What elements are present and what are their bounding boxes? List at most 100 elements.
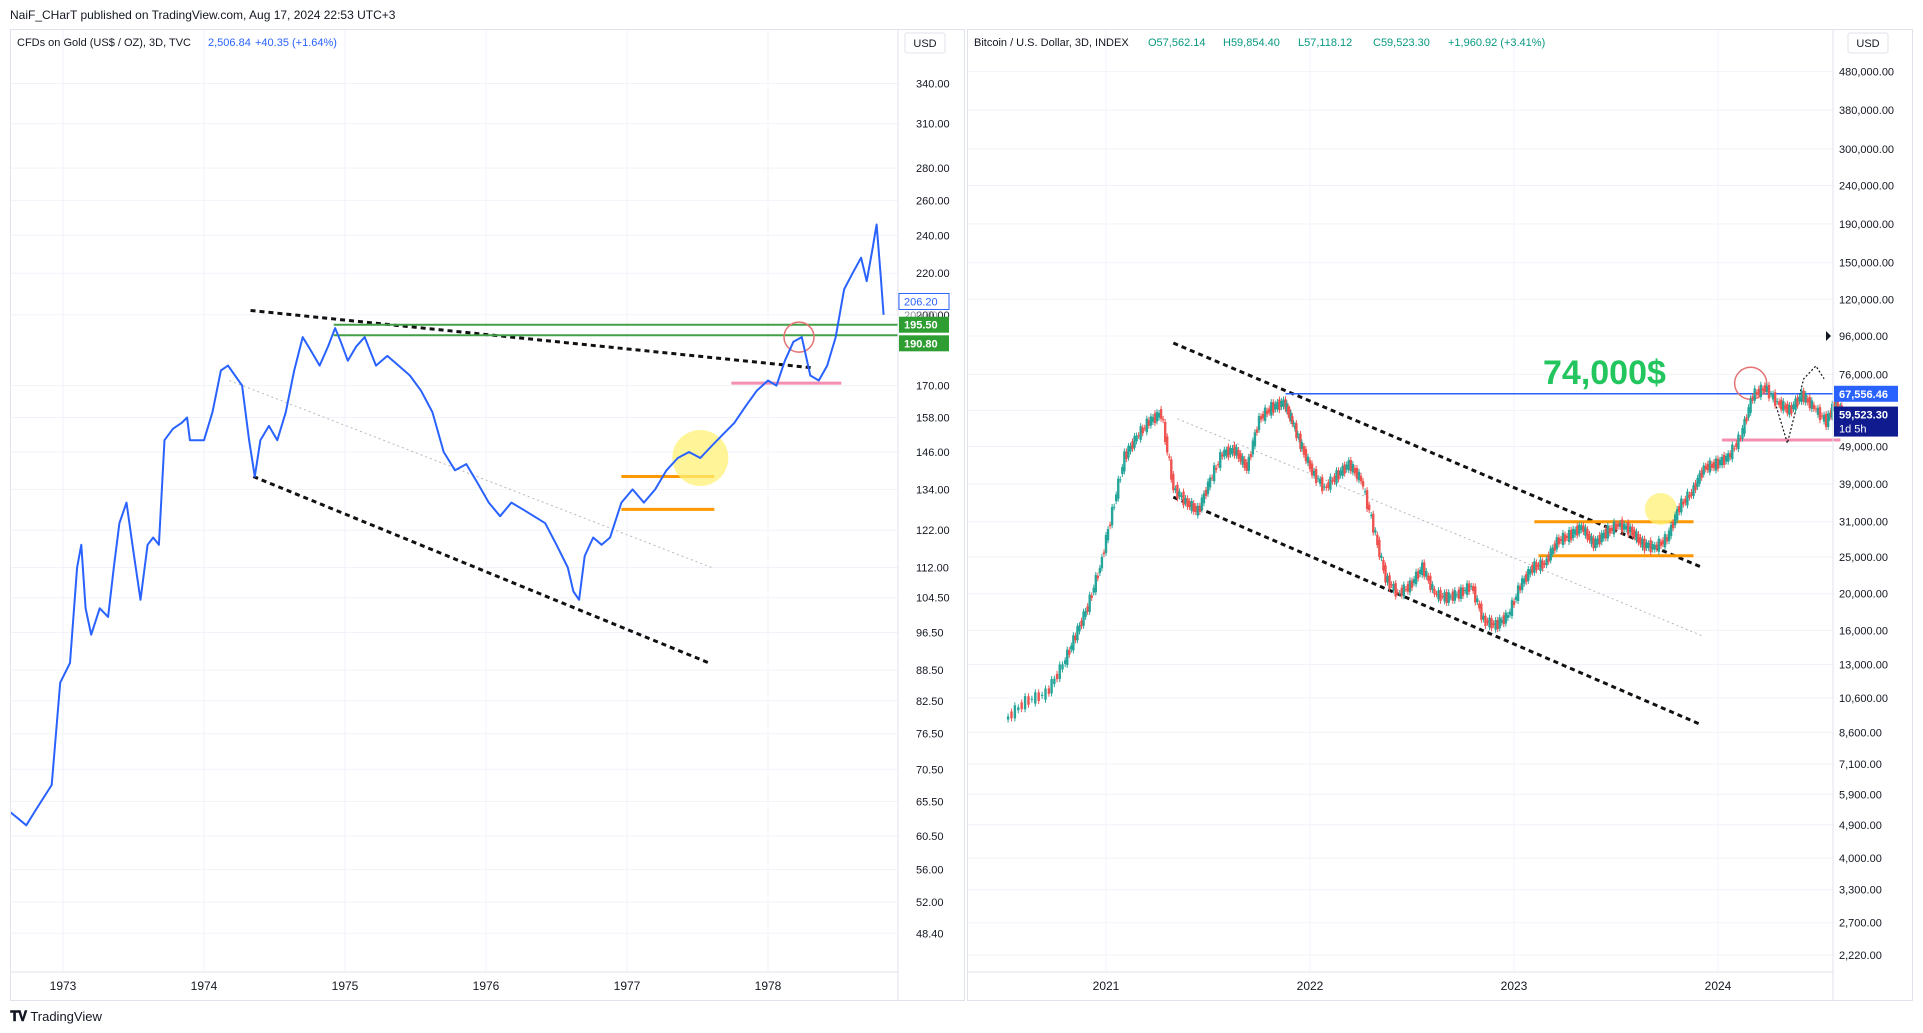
btc-candle[interactable] [1808, 397, 1811, 409]
btc-candle[interactable] [1804, 394, 1807, 403]
btc-candle[interactable] [1635, 531, 1638, 541]
btc-candle[interactable] [1291, 416, 1294, 425]
btc-candle[interactable] [1537, 564, 1540, 567]
btc-candle[interactable] [1620, 519, 1624, 532]
btc-candle[interactable] [1027, 696, 1030, 705]
btc-candle[interactable] [1663, 534, 1667, 548]
btc-candle[interactable] [1058, 664, 1061, 680]
btc-candle[interactable] [1153, 413, 1157, 424]
btc-candle[interactable] [1633, 529, 1636, 538]
btc-candle[interactable] [1469, 585, 1473, 587]
btc-candle[interactable] [1755, 392, 1758, 395]
gold-channel-upper-line[interactable] [250, 308, 815, 370]
btc-candle[interactable] [1453, 590, 1457, 601]
btc-candle[interactable] [1704, 465, 1707, 470]
btc-candle[interactable] [1533, 561, 1536, 573]
btc-candle[interactable] [1824, 414, 1828, 428]
btc-candle[interactable] [1013, 705, 1017, 719]
btc-candle[interactable] [1372, 513, 1375, 533]
btc-candle[interactable] [1076, 626, 1079, 641]
gold-chart[interactable]: 340.00310.00280.00260.00240.00220.00200.… [2, 30, 964, 1000]
btc-candle[interactable] [1280, 400, 1283, 407]
btc-candle[interactable] [1098, 567, 1102, 574]
btc-candle[interactable] [1694, 482, 1697, 491]
btc-candle[interactable] [1284, 399, 1287, 410]
btc-candle[interactable] [1361, 480, 1365, 487]
btc-candle[interactable] [1647, 543, 1650, 549]
btc-candle[interactable] [1784, 405, 1787, 410]
btc-candle[interactable] [1151, 417, 1155, 422]
btc-candle[interactable] [1155, 412, 1159, 422]
btc-candle[interactable] [1251, 440, 1255, 455]
gold-retest-circle[interactable] [783, 321, 815, 353]
btc-candle[interactable] [1614, 523, 1618, 530]
btc-candle[interactable] [1310, 463, 1314, 476]
btc-candle[interactable] [1425, 570, 1428, 577]
btc-candle[interactable] [1461, 587, 1465, 596]
btc-candle[interactable] [1110, 506, 1114, 526]
btc-candle[interactable] [1547, 554, 1550, 562]
btc-candle[interactable] [1384, 565, 1387, 583]
btc-candle[interactable] [1233, 444, 1236, 456]
btc-candle[interactable] [1525, 574, 1528, 582]
btc-candle[interactable] [1651, 543, 1654, 550]
btc-candle[interactable] [1121, 467, 1124, 475]
btc-candle[interactable] [1761, 388, 1765, 391]
btc-candle[interactable] [1665, 537, 1669, 542]
btc-candle[interactable] [1727, 453, 1730, 462]
btc-candle[interactable] [1231, 447, 1234, 454]
btc-candle[interactable] [1182, 491, 1185, 506]
btc-candle[interactable] [1649, 540, 1652, 553]
btc-candle[interactable] [1090, 595, 1093, 598]
btc-candle[interactable] [1297, 436, 1301, 440]
btc-candle[interactable] [1510, 600, 1514, 617]
gold-price-axis[interactable]: 340.00310.00280.00260.00240.00220.00200.… [11, 30, 950, 1000]
btc-candle[interactable] [1643, 538, 1646, 551]
btc-candle[interactable] [1729, 453, 1732, 458]
btc-projection-path[interactable] [1774, 365, 1825, 446]
btc-candle[interactable] [1798, 396, 1801, 402]
btc-candle[interactable] [1600, 532, 1603, 543]
btc-candle[interactable] [1068, 650, 1071, 655]
btc-candle[interactable] [1645, 542, 1648, 548]
btc-candle[interactable] [1592, 537, 1595, 549]
btc-candle[interactable] [1686, 491, 1689, 506]
btc-candle[interactable] [1802, 390, 1805, 402]
btc-candle[interactable] [1718, 459, 1722, 466]
btc-candle[interactable] [1359, 475, 1363, 482]
btc-candle[interactable] [1782, 401, 1785, 411]
btc-candle[interactable] [1102, 552, 1106, 555]
btc-candle[interactable] [1792, 404, 1795, 410]
btc-candle[interactable] [1767, 384, 1771, 399]
btc-candle[interactable] [1355, 467, 1359, 479]
btc-candle[interactable] [1088, 594, 1091, 612]
btc-candle[interactable] [1184, 498, 1187, 504]
btc-candle[interactable] [1673, 514, 1677, 526]
btc-candle[interactable] [1504, 612, 1508, 624]
btc-candle[interactable] [1667, 530, 1671, 542]
btc-candle[interactable] [1796, 397, 1799, 406]
btc-candle[interactable] [1549, 548, 1552, 561]
btc-candle[interactable] [1688, 494, 1691, 498]
btc-candle[interactable] [1349, 460, 1352, 472]
btc-candle[interactable] [1676, 508, 1679, 521]
btc-candle[interactable] [1323, 486, 1326, 488]
btc-candle[interactable] [1492, 623, 1495, 626]
btc-candle[interactable] [1331, 480, 1334, 482]
btc-candle[interactable] [1243, 458, 1246, 468]
btc-candle[interactable] [1378, 539, 1381, 557]
btc-candle[interactable] [1327, 482, 1330, 489]
btc-candle[interactable] [1472, 586, 1475, 592]
btc-candle[interactable] [1445, 592, 1448, 603]
btc-candle[interactable] [1747, 407, 1750, 418]
btc-candle[interactable] [1735, 443, 1738, 448]
btc-candle[interactable] [1586, 529, 1589, 540]
btc-candle[interactable] [1712, 462, 1716, 469]
btc-candle[interactable] [1308, 460, 1312, 470]
btc-candle[interactable] [1086, 606, 1089, 612]
btc-candle[interactable] [1706, 463, 1709, 471]
btc-candle[interactable] [1335, 470, 1338, 484]
btc-candle[interactable] [1555, 537, 1559, 550]
btc-candle[interactable] [1017, 707, 1020, 711]
btc-candle[interactable] [1141, 427, 1144, 434]
